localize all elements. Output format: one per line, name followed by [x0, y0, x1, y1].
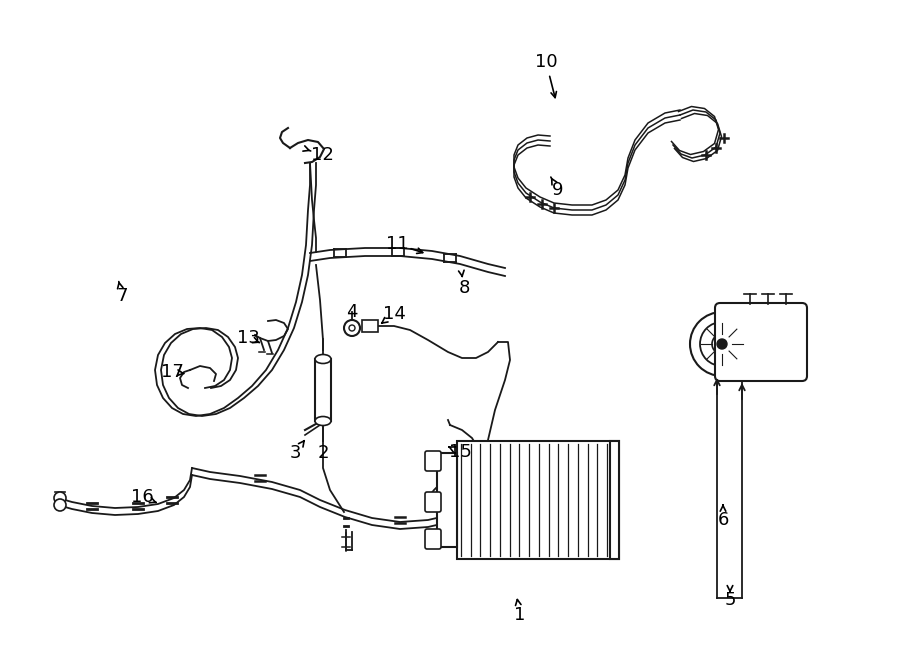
- Bar: [457, 441, 619, 559]
- Text: 4: 4: [346, 303, 358, 321]
- Bar: [362, 320, 378, 332]
- Circle shape: [54, 492, 66, 504]
- Text: 10: 10: [535, 53, 557, 71]
- Circle shape: [344, 320, 360, 336]
- Text: 16: 16: [130, 488, 153, 506]
- Text: 11: 11: [385, 235, 409, 253]
- Text: 5: 5: [724, 591, 736, 609]
- Circle shape: [690, 312, 754, 376]
- Text: 15: 15: [448, 443, 472, 461]
- Ellipse shape: [315, 354, 331, 364]
- FancyBboxPatch shape: [425, 451, 441, 471]
- Text: 13: 13: [237, 329, 259, 347]
- FancyBboxPatch shape: [715, 303, 807, 381]
- Bar: [610, 441, 619, 559]
- Circle shape: [700, 322, 744, 366]
- Text: 12: 12: [310, 146, 333, 164]
- FancyBboxPatch shape: [425, 492, 441, 512]
- Text: 14: 14: [382, 305, 405, 323]
- Text: 6: 6: [717, 511, 729, 529]
- Circle shape: [349, 325, 355, 331]
- Bar: [437, 453, 457, 547]
- Text: 3: 3: [289, 444, 301, 462]
- Text: 7: 7: [116, 287, 128, 305]
- Bar: [315, 359, 331, 421]
- Circle shape: [717, 339, 727, 349]
- Ellipse shape: [315, 416, 331, 426]
- Text: 8: 8: [458, 279, 470, 297]
- Text: 1: 1: [514, 606, 526, 624]
- Text: 17: 17: [160, 363, 184, 381]
- Circle shape: [712, 334, 732, 354]
- Text: 9: 9: [553, 181, 563, 199]
- Text: 2: 2: [317, 444, 328, 462]
- Circle shape: [54, 499, 66, 511]
- FancyBboxPatch shape: [425, 529, 441, 549]
